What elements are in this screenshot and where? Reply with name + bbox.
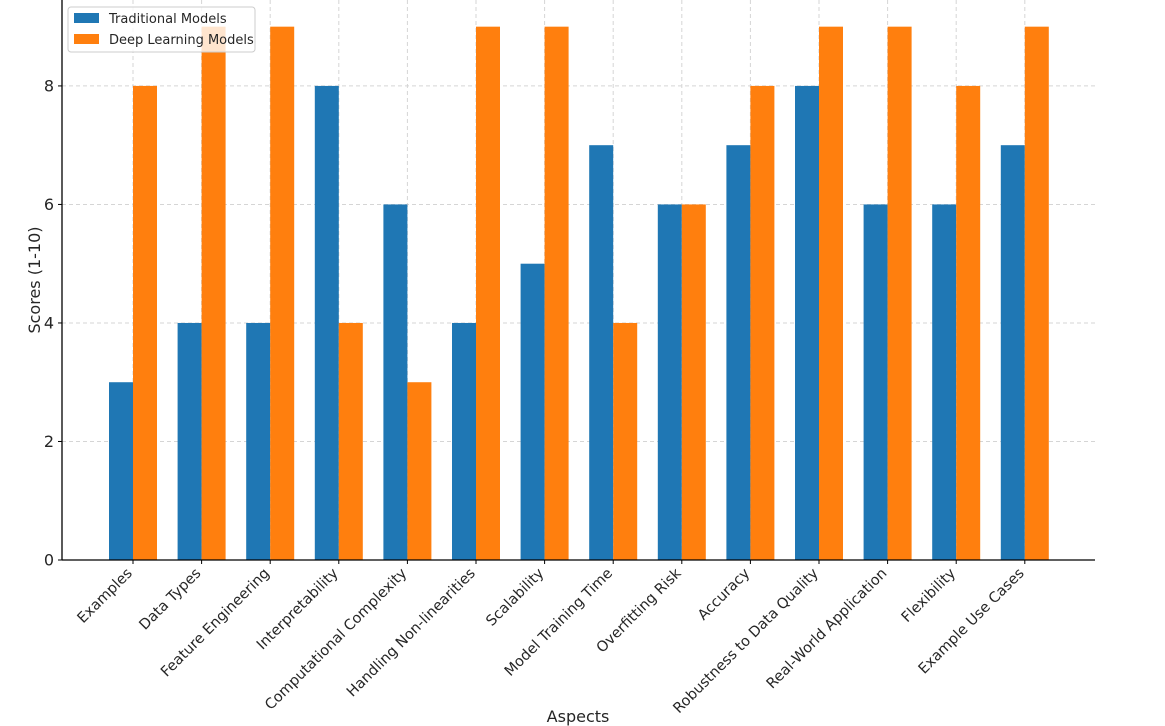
bar-traditional-models-handling-non-linearities (452, 322, 476, 560)
bar-traditional-models-model-training-time (589, 145, 614, 560)
bar-deep-learning-models-interpretability (338, 322, 363, 560)
bar-deep-learning-models-scalability (544, 26, 569, 560)
y-axis-label: Scores (1-10) (25, 226, 44, 333)
bar-deep-learning-models-data-types (201, 26, 226, 560)
bar-deep-learning-models-real-world-application (887, 26, 912, 560)
bar-traditional-models-feature-engineering (246, 322, 271, 560)
y-tick-label-8: 8 (44, 76, 54, 95)
bar-deep-learning-models-feature-engineering (270, 26, 295, 560)
bar-deep-learning-models-computational-complexity (407, 382, 432, 560)
bar-traditional-models-computational-complexity (383, 204, 408, 560)
x-tick-label-real-world-application: Real-World Application (764, 566, 891, 693)
bar-deep-learning-models-robustness-to-data-quality (819, 26, 843, 560)
bar-traditional-models-robustness-to-data-quality (795, 85, 819, 560)
x-tick-label-handling-non-linearities: Handling Non-linearities (344, 566, 479, 701)
bar-traditional-models-scalability (520, 263, 545, 560)
y-tick-label-6: 6 (44, 195, 54, 214)
bar-deep-learning-models-model-training-time (613, 322, 638, 560)
bar-deep-learning-models-example-use-cases (1024, 26, 1049, 560)
bar-traditional-models-data-types (177, 322, 202, 560)
bar-traditional-models-accuracy (726, 145, 751, 560)
x-axis-label: Aspects (547, 707, 610, 726)
bar-deep-learning-models-handling-non-linearities (476, 26, 500, 560)
legend-label-traditional: Traditional Models (108, 12, 227, 27)
legend-swatch-traditional (74, 13, 99, 23)
x-tick-label-accuracy: Accuracy (695, 565, 753, 623)
bar-traditional-models-real-world-application (863, 204, 888, 560)
x-tick-label-flexibility: Flexibility (899, 565, 960, 626)
legend: Traditional Models Deep Learning Models (67, 6, 256, 53)
axes (61, 0, 1095, 561)
y-tick-label-4: 4 (44, 313, 54, 332)
bars (109, 26, 1049, 560)
x-tick-label-scalability: Scalability (483, 565, 547, 629)
legend-box (67, 6, 256, 53)
bar-deep-learning-models-accuracy (750, 85, 775, 560)
bar-traditional-models-overfitting-risk (657, 204, 682, 560)
x-tick-label-examples: Examples (75, 566, 136, 627)
bar-traditional-models-flexibility (932, 204, 957, 560)
bar-traditional-models-examples (109, 382, 133, 560)
x-tick-label-robustness-to-data-quality: Robustness to Data Quality (671, 565, 823, 717)
y-tick-label-0: 0 (44, 551, 54, 570)
bar-deep-learning-models-overfitting-risk (681, 204, 706, 560)
y-ticks: 0 2 4 6 8 (44, 76, 62, 570)
bar-traditional-models-example-use-cases (1000, 145, 1025, 560)
x-tick-label-data-types: Data Types (136, 566, 204, 634)
y-tick-label-2: 2 (44, 432, 54, 451)
bar-deep-learning-models-examples (133, 85, 157, 560)
bar-traditional-models-interpretability (314, 85, 339, 560)
legend-label-deep-learning: Deep Learning Models (109, 33, 254, 48)
legend-swatch-deep-learning (74, 34, 99, 44)
bar-deep-learning-models-flexibility (956, 85, 981, 560)
x-tick-label-computational-complexity: Computational Complexity (262, 565, 410, 713)
